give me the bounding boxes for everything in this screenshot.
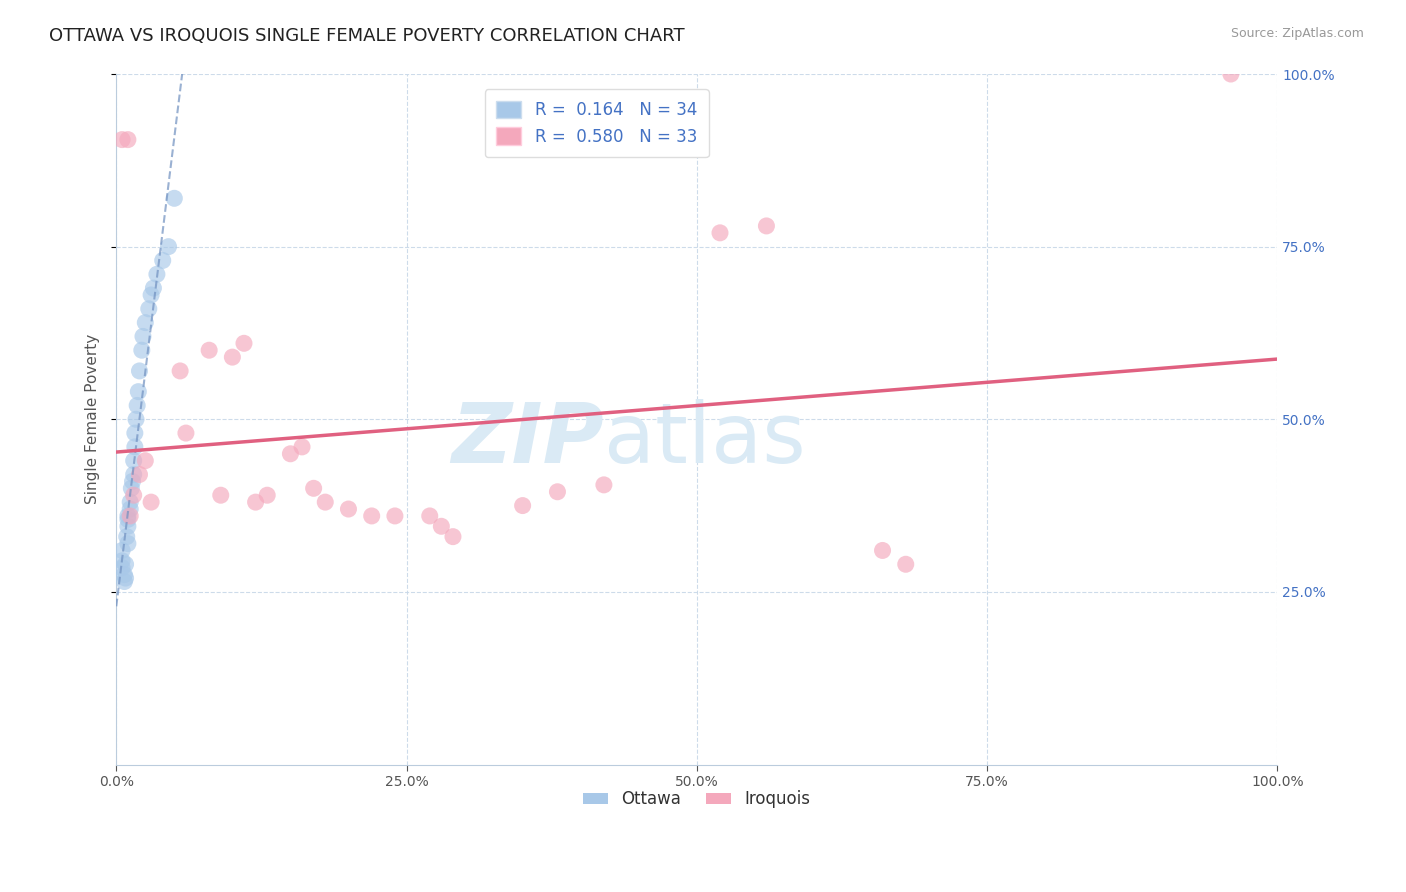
Point	[131, 343, 153, 358]
Point	[127, 399, 149, 413]
Point	[124, 440, 146, 454]
Point	[115, 530, 138, 544]
Point	[121, 475, 143, 489]
Point	[117, 133, 139, 147]
Point	[152, 253, 174, 268]
Point	[146, 267, 169, 281]
Point	[117, 519, 139, 533]
Point	[112, 567, 135, 582]
Point	[139, 495, 162, 509]
Point	[120, 508, 142, 523]
Legend: Ottawa, Iroquois: Ottawa, Iroquois	[576, 783, 817, 815]
Point	[117, 512, 139, 526]
Point	[755, 219, 778, 233]
Point	[198, 343, 221, 358]
Point	[419, 508, 441, 523]
Point	[512, 499, 534, 513]
Point	[134, 453, 156, 467]
Point	[872, 543, 894, 558]
Point	[124, 426, 146, 441]
Point	[111, 554, 134, 568]
Point	[128, 364, 150, 378]
Point	[302, 481, 325, 495]
Point	[138, 301, 160, 316]
Point	[142, 281, 165, 295]
Point	[314, 495, 336, 509]
Point	[134, 316, 156, 330]
Point	[157, 240, 180, 254]
Point	[120, 495, 142, 509]
Text: Source: ZipAtlas.com: Source: ZipAtlas.com	[1230, 27, 1364, 40]
Point	[114, 571, 136, 585]
Point	[221, 350, 243, 364]
Point	[245, 495, 267, 509]
Point	[120, 481, 142, 495]
Text: ZIP: ZIP	[451, 400, 605, 481]
Point	[233, 336, 256, 351]
Point	[122, 488, 145, 502]
Point	[117, 536, 139, 550]
Text: atlas: atlas	[605, 400, 806, 481]
Point	[593, 478, 616, 492]
Point	[128, 467, 150, 482]
Point	[546, 484, 568, 499]
Point	[125, 412, 148, 426]
Text: OTTAWA VS IROQUOIS SINGLE FEMALE POVERTY CORRELATION CHART: OTTAWA VS IROQUOIS SINGLE FEMALE POVERTY…	[49, 27, 685, 45]
Point	[111, 560, 134, 574]
Point	[894, 558, 917, 572]
Point	[430, 519, 453, 533]
Point	[127, 384, 149, 399]
Point	[122, 453, 145, 467]
Point	[291, 440, 314, 454]
Y-axis label: Single Female Poverty: Single Female Poverty	[86, 334, 100, 504]
Point	[111, 543, 134, 558]
Point	[337, 502, 360, 516]
Point	[120, 502, 142, 516]
Point	[111, 133, 134, 147]
Point	[256, 488, 278, 502]
Point	[114, 558, 136, 572]
Point	[709, 226, 731, 240]
Point	[163, 191, 186, 205]
Point	[280, 447, 302, 461]
Point	[132, 329, 155, 343]
Point	[360, 508, 382, 523]
Point	[122, 467, 145, 482]
Point	[169, 364, 191, 378]
Point	[139, 288, 162, 302]
Point	[384, 508, 406, 523]
Point	[441, 530, 464, 544]
Point	[1219, 67, 1241, 81]
Point	[174, 426, 197, 441]
Point	[209, 488, 232, 502]
Point	[112, 574, 135, 589]
Point	[117, 508, 139, 523]
